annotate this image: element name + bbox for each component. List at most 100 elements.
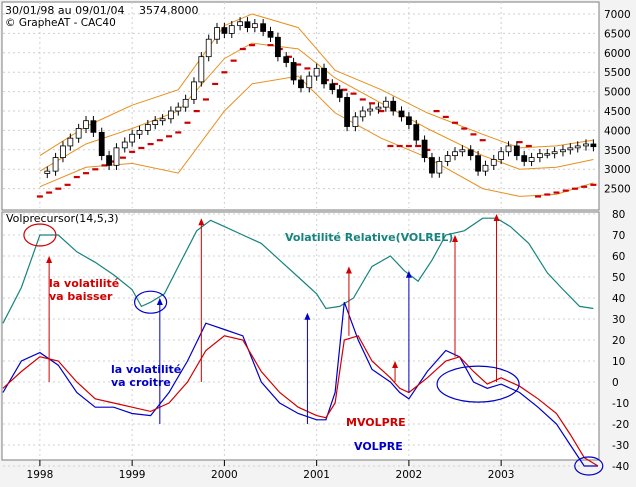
stop-dot — [304, 67, 311, 70]
candle-body — [482, 164, 489, 172]
candle-body — [267, 31, 274, 38]
stop-dot — [64, 183, 71, 186]
indicator-y-tick-label: 0 — [612, 377, 619, 389]
signal-arrowhead — [405, 270, 412, 278]
candle-body — [75, 128, 82, 139]
stop-dot — [553, 191, 560, 194]
candle-body — [251, 23, 258, 28]
signal-arrowhead — [304, 312, 311, 320]
stop-dot — [193, 110, 200, 113]
stop-dot — [396, 144, 403, 148]
candle-body — [237, 21, 243, 27]
stop-dot — [433, 110, 440, 113]
stop-dot — [36, 195, 43, 198]
candle-body — [344, 97, 350, 127]
price-y-tick-label: 7000 — [604, 9, 631, 21]
stop-dot — [415, 144, 422, 148]
candle-body — [98, 131, 105, 157]
indicator-panel — [1, 211, 600, 461]
candle-body — [228, 25, 235, 34]
stop-dot — [461, 127, 468, 130]
stop-dot — [239, 47, 246, 51]
stop-dot — [202, 98, 209, 101]
stop-dot — [295, 63, 302, 66]
annotation-volatility-drop-line2: va baisser — [49, 290, 113, 303]
stop-dot — [341, 88, 348, 91]
stop-dot — [525, 144, 532, 148]
indicator-y-tick-label: 30 — [612, 314, 625, 326]
candle-body — [306, 75, 313, 89]
indicator-title: Volprecursor(14,5,3) — [6, 212, 119, 225]
candle-body — [67, 137, 74, 147]
stop-dot — [368, 102, 375, 105]
indicator-y-tick-label: -20 — [612, 419, 629, 431]
candle-body — [513, 145, 520, 157]
label-mvolpre: MVOLPRE — [346, 416, 406, 429]
candle-body — [544, 153, 551, 156]
signal-arrowhead — [345, 266, 352, 274]
candle-body — [221, 27, 228, 34]
stop-dot — [101, 164, 108, 167]
stop-dot — [405, 144, 412, 148]
stop-dot — [387, 144, 394, 148]
candle-body — [574, 145, 581, 149]
price-y-tick-label: 6500 — [604, 28, 631, 40]
candle-body — [359, 110, 366, 118]
candle-body — [528, 157, 535, 162]
stop-dot — [221, 71, 228, 74]
indicator-y-tick-label: 40 — [612, 293, 625, 305]
candle-body — [583, 143, 589, 147]
indicator-y-tick-label: -40 — [612, 461, 629, 473]
price-y-tick-label: 2500 — [604, 184, 631, 196]
candle-body — [382, 100, 389, 108]
header-credit: © GrapheAT - CAC40 — [5, 17, 116, 29]
candle-body — [298, 79, 304, 89]
candle-body — [498, 151, 505, 160]
candle-body — [413, 124, 420, 141]
x-tick-label: 2000 — [211, 469, 238, 481]
candle-body — [405, 116, 412, 125]
price-panel — [1, 1, 600, 211]
stop-dot — [166, 135, 173, 138]
candle-body — [329, 83, 336, 91]
candle-body — [436, 161, 443, 174]
candle-body — [198, 56, 205, 83]
candle-body — [283, 56, 290, 63]
candle-body — [214, 27, 220, 40]
signal-arrowhead — [46, 256, 53, 263]
indicator-y-tick-label: -30 — [612, 440, 629, 452]
header-range: 30/01/98 au 09/01/04 — [5, 4, 125, 17]
candle-body — [175, 106, 182, 112]
signal-arrowhead — [493, 214, 500, 221]
stop-dot — [46, 191, 53, 194]
highlight-circle — [23, 223, 57, 247]
candle-body — [244, 21, 251, 28]
candle-body — [167, 110, 174, 120]
stop-dot — [359, 98, 366, 101]
candle-body — [459, 149, 466, 153]
stop-dot — [267, 44, 274, 47]
candle-body — [352, 116, 359, 127]
stop-dot — [147, 142, 154, 146]
price-y-tick-label: 3500 — [604, 145, 631, 157]
price-band-line — [39, 13, 594, 157]
price-band-line — [39, 75, 594, 197]
price-y-tick-label: 3000 — [604, 164, 631, 176]
candle-body — [121, 141, 128, 149]
volrel-line — [2, 217, 594, 324]
stop-dot — [230, 59, 237, 62]
stop-dot — [156, 139, 163, 142]
x-tick-label: 1998 — [27, 469, 54, 481]
stop-dot — [92, 168, 99, 171]
stop-dot — [562, 189, 569, 192]
candle-body — [290, 62, 297, 81]
stop-dot — [184, 121, 191, 124]
x-tick-label: 1999 — [119, 469, 146, 481]
stop-dot — [138, 146, 145, 150]
candle-body — [313, 67, 320, 77]
candle-body — [152, 120, 159, 125]
highlight-circle — [133, 290, 168, 314]
signal-arrowhead — [392, 361, 399, 368]
